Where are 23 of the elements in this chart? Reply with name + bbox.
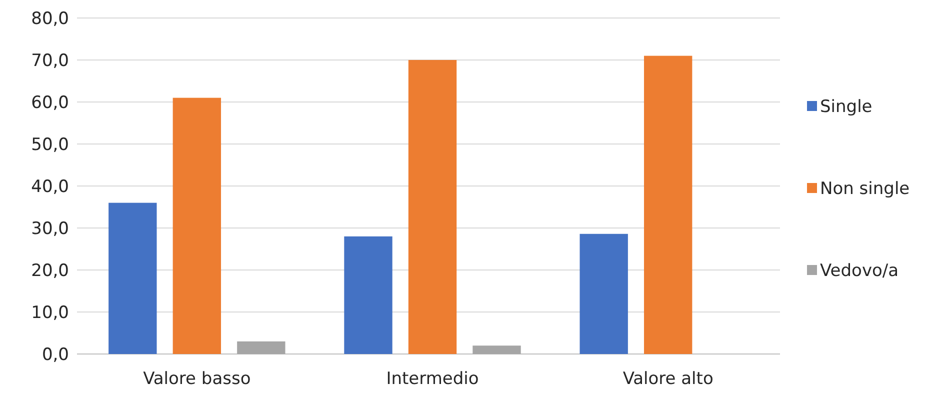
- y-tick-label: 70,0: [31, 50, 69, 71]
- y-tick-label: 10,0: [31, 302, 69, 323]
- y-tick-label: 80,0: [31, 8, 69, 29]
- bar: [644, 56, 692, 354]
- bar: [108, 202, 157, 354]
- x-tick-label: Valore basso: [143, 369, 251, 389]
- bar: [344, 236, 392, 354]
- x-tick-label: Intermedio: [386, 369, 479, 389]
- y-tick-label: 60,0: [31, 92, 69, 113]
- bar: [580, 234, 628, 354]
- y-tick-label: 20,0: [31, 260, 69, 281]
- y-tick-label: 40,0: [31, 176, 69, 197]
- y-tick-label: 30,0: [31, 218, 69, 239]
- bar: [472, 346, 521, 354]
- bar: [408, 60, 457, 354]
- legend-label: Single: [820, 96, 872, 117]
- bar: [237, 341, 286, 354]
- legend-label: Vedovo/a: [820, 260, 899, 281]
- y-tick-label: 50,0: [31, 134, 69, 155]
- bar: [172, 98, 221, 354]
- x-tick-label: Valore alto: [622, 369, 714, 389]
- y-tick-label: 0,0: [42, 344, 69, 365]
- legend-label: Non single: [820, 178, 910, 199]
